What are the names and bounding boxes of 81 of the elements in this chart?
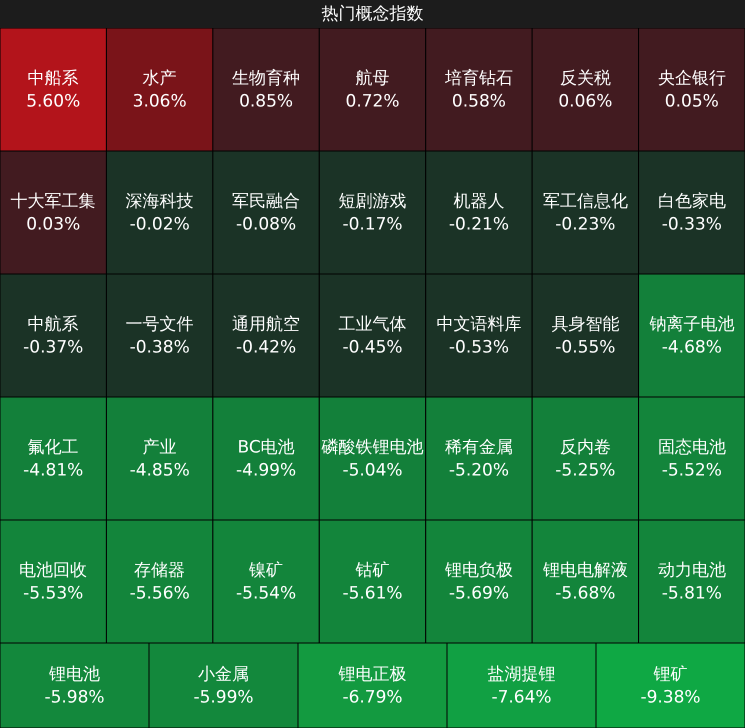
data-label: 5.60% xyxy=(26,92,80,112)
category-label: 盐湖提锂 xyxy=(488,664,556,684)
category-label: 水产 xyxy=(142,68,177,88)
data-label: -0.55% xyxy=(555,338,616,358)
category-label: 钠离子电池 xyxy=(648,314,734,334)
data-label: -0.45% xyxy=(342,338,403,358)
data-label: -0.21% xyxy=(448,214,509,234)
data-label: -0.42% xyxy=(236,338,296,358)
data-label: -0.38% xyxy=(130,338,190,358)
data-label: -0.37% xyxy=(23,338,84,358)
category-label: 锂电正极 xyxy=(338,664,406,684)
data-label: -9.38% xyxy=(640,688,701,708)
data-label: 0.85% xyxy=(239,92,294,112)
category-label: 中文语料库 xyxy=(436,314,522,334)
data-label: 0.05% xyxy=(664,92,719,112)
data-label: -5.54% xyxy=(236,584,296,604)
category-label: 反内卷 xyxy=(560,438,611,458)
data-label: 0.72% xyxy=(345,92,400,112)
data-label: -5.25% xyxy=(555,460,616,480)
category-label: 存储器 xyxy=(134,560,186,580)
category-label: 通用航空 xyxy=(232,314,300,334)
category-label: 钴矿 xyxy=(354,560,390,580)
data-label: -0.23% xyxy=(555,214,616,234)
data-label: -5.61% xyxy=(342,584,403,604)
category-label: 一号文件 xyxy=(126,314,194,334)
data-label: -5.20% xyxy=(448,460,509,480)
category-label: 镍矿 xyxy=(248,560,284,580)
category-label: 中航系 xyxy=(28,314,79,334)
data-label: -5.56% xyxy=(130,584,190,604)
category-label: 深海科技 xyxy=(126,192,194,212)
category-label: BC电池 xyxy=(237,438,295,458)
category-label: 稀有金属 xyxy=(444,438,513,458)
data-label: -6.79% xyxy=(342,688,403,708)
category-label: 动力电池 xyxy=(658,560,726,580)
data-label: -5.53% xyxy=(23,584,84,604)
category-label: 生物育种 xyxy=(232,68,300,88)
data-label: -4.85% xyxy=(130,460,190,480)
category-label: 固态电池 xyxy=(658,438,726,458)
data-label: -5.04% xyxy=(342,460,403,480)
data-label: -4.99% xyxy=(236,460,296,480)
category-label: 航母 xyxy=(356,68,390,88)
category-label: 机器人 xyxy=(453,192,504,212)
category-label: 中船系 xyxy=(28,68,79,88)
category-label: 培育钻石 xyxy=(444,68,513,88)
category-label: 央企银行 xyxy=(658,68,726,88)
category-label: 短剧游戏 xyxy=(338,192,406,212)
category-label: 电池回收 xyxy=(19,560,88,580)
category-label: 白色家电 xyxy=(658,192,726,212)
data-label: -5.52% xyxy=(662,460,722,480)
category-label: 锂电电解液 xyxy=(542,560,628,580)
data-label: -5.81% xyxy=(662,584,722,604)
category-label: 军工信息化 xyxy=(542,192,628,212)
data-label: 3.06% xyxy=(132,92,187,112)
data-label: -0.33% xyxy=(662,214,722,234)
data-label: 0.58% xyxy=(452,92,506,112)
data-label: -0.17% xyxy=(342,214,403,234)
category-label: 十大军工集 xyxy=(10,192,96,212)
category-label: 产业 xyxy=(142,438,177,458)
data-label: -7.64% xyxy=(491,688,552,708)
data-label: -0.53% xyxy=(448,338,509,358)
data-label: 0.06% xyxy=(558,92,612,112)
text: 热门概念指数 xyxy=(0,0,745,28)
category-label: 具身智能 xyxy=(551,314,620,334)
category-label: 锂矿 xyxy=(652,664,688,684)
category-label: 军民融合 xyxy=(232,192,300,212)
category-label: 锂电负极 xyxy=(444,560,513,580)
category-label: 氟化工 xyxy=(28,438,79,458)
data-label: -5.69% xyxy=(448,584,509,604)
data-label: -4.81% xyxy=(23,460,84,480)
category-label: 锂电池 xyxy=(48,664,100,684)
data-label: 0.03% xyxy=(26,214,80,234)
category-label: 工业气体 xyxy=(338,314,406,334)
data-label: -5.98% xyxy=(44,688,105,708)
data-label: -5.99% xyxy=(193,688,254,708)
data-label: -0.02% xyxy=(130,214,190,234)
data-label: -4.68% xyxy=(662,338,722,358)
category-label: 反关税 xyxy=(560,68,611,88)
category-label: 磷酸铁锂电池 xyxy=(320,438,424,458)
data-label: -5.68% xyxy=(555,584,616,604)
data-label: -0.08% xyxy=(236,214,296,234)
category-label: 小金属 xyxy=(198,664,249,684)
